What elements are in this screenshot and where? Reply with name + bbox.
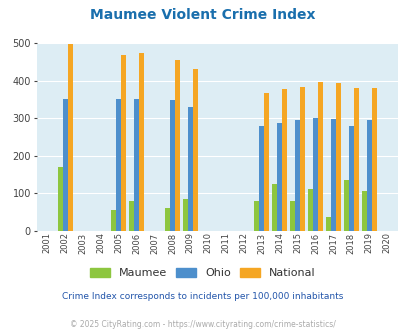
Bar: [335, 83, 340, 231]
Bar: [134, 99, 139, 231]
Bar: [366, 120, 371, 231]
Bar: [281, 89, 287, 231]
Bar: [290, 201, 294, 231]
Bar: [68, 44, 72, 231]
Bar: [170, 100, 175, 231]
Bar: [182, 199, 188, 231]
Bar: [299, 87, 305, 231]
Bar: [58, 167, 62, 231]
Bar: [343, 180, 348, 231]
Bar: [317, 82, 322, 231]
Bar: [330, 119, 335, 231]
Bar: [294, 120, 299, 231]
Legend: Maumee, Ohio, National: Maumee, Ohio, National: [90, 268, 315, 278]
Bar: [353, 88, 358, 231]
Bar: [188, 107, 192, 231]
Bar: [259, 126, 264, 231]
Bar: [348, 126, 353, 231]
Bar: [254, 201, 259, 231]
Bar: [272, 184, 277, 231]
Bar: [361, 191, 366, 231]
Bar: [111, 210, 116, 231]
Bar: [62, 99, 68, 231]
Bar: [277, 123, 281, 231]
Bar: [264, 93, 269, 231]
Text: Maumee Violent Crime Index: Maumee Violent Crime Index: [90, 8, 315, 22]
Bar: [312, 118, 317, 231]
Text: Crime Index corresponds to incidents per 100,000 inhabitants: Crime Index corresponds to incidents per…: [62, 292, 343, 301]
Bar: [121, 54, 126, 231]
Bar: [192, 69, 197, 231]
Bar: [307, 189, 312, 231]
Bar: [129, 201, 134, 231]
Bar: [139, 53, 144, 231]
Bar: [325, 217, 330, 231]
Bar: [164, 208, 170, 231]
Bar: [175, 60, 179, 231]
Text: © 2025 CityRating.com - https://www.cityrating.com/crime-statistics/: © 2025 CityRating.com - https://www.city…: [70, 320, 335, 329]
Bar: [116, 99, 121, 231]
Bar: [371, 88, 376, 231]
